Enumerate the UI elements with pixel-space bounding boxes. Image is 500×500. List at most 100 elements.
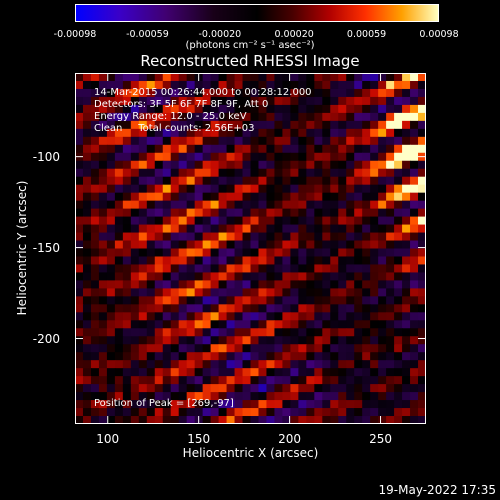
heatmap-cell [282,136,291,146]
heatmap-cell [98,416,108,424]
heatmap-cell [90,368,100,377]
heatmap-cell [314,216,323,226]
heatmap-cell [114,152,124,162]
heatmap-cell [114,104,124,114]
heatmap-cell [194,80,204,90]
heatmap-cell [394,216,403,226]
heatmap-cell [218,128,228,138]
heatmap-cell [210,184,220,194]
heatmap-cell [290,352,299,361]
heatmap-cell [378,216,387,226]
heatmap-cell [202,80,212,90]
heatmap-cell [346,224,355,234]
heatmap-cell [75,232,84,242]
heatmap-cell [354,280,363,289]
heatmap-cell [162,192,172,202]
heatmap-cell [386,416,395,424]
heatmap-cell [242,288,252,297]
heatmap-cell [402,200,411,210]
heatmap-cell [170,176,180,186]
heatmap-cell [362,216,371,226]
heatmap-cell [226,248,236,258]
heatmap-cell [386,408,395,417]
heatmap-cell [106,224,116,234]
heatmap-cell [266,184,276,194]
heatmap-cell [338,264,347,274]
heatmap-cell [258,272,268,282]
heatmap-cell [282,96,291,106]
heatmap-cell [370,192,379,202]
heatmap-cell [402,128,411,138]
heatmap-cell [418,272,426,282]
heatmap-cell [90,344,100,353]
heatmap-cell [346,160,355,170]
heatmap-cell [146,272,156,282]
heatmap-cell [354,368,363,377]
heatmap-cell [226,368,236,377]
heatmap-cell [362,400,371,409]
heatmap-cell [114,160,124,170]
heatmap-cell [138,168,148,178]
heatmap-cell [122,128,132,138]
heatmap-cell [282,272,291,282]
heatmap-cell [170,128,180,138]
heatmap-cell [170,416,180,424]
heatmap-cell [242,192,252,202]
heatmap-cell [130,176,140,186]
heatmap-cell [354,312,363,321]
heatmap-cell [322,392,331,401]
heatmap-cell [274,352,284,361]
heatmap-cell [418,96,426,106]
heatmap-cell [234,296,244,305]
heatmap-cell [178,376,188,385]
heatmap-cell [250,296,260,305]
heatmap-cell [218,376,228,385]
heatmap-cell [266,296,276,305]
heatmap-cell [386,264,395,274]
heatmap-cell [322,136,331,146]
heatmap-cell [234,104,244,114]
heatmap-cell [82,368,92,377]
heatmap-cell [418,208,426,218]
heatmap-cell [146,144,156,154]
heatmap-cell [346,328,355,337]
heatmap-cell [202,320,212,329]
heatmap-cell [250,336,260,345]
heatmap-cell [266,336,276,345]
heatmap-cell [226,264,236,274]
heatmap-cell [98,160,108,170]
heatmap-cell [186,136,196,146]
heatmap-cell [410,224,419,234]
heatmap-cell [290,136,299,146]
heatmap-cell [354,168,363,178]
heatmap-cell [234,376,244,385]
heatmap-cell [130,73,140,82]
heatmap-cell [210,200,220,210]
heatmap-cell [258,168,268,178]
heatmap-cell [146,136,156,146]
heatmap-cell [226,224,236,234]
heatmap-cell [394,368,403,377]
heatmap-cell [154,73,164,82]
heatmap-cell [210,408,220,417]
heatmap-cell [138,128,148,138]
heatmap-cell [202,144,212,154]
heatmap-cell [242,384,252,393]
heatmap-cell [122,104,132,114]
heatmap-cell [138,328,148,337]
heatmap-cell [266,288,276,297]
heatmap-cell [314,240,323,250]
heatmap-cell [258,384,268,393]
heatmap-cell [114,192,124,202]
heatmap-cell [154,128,164,138]
heatmap-cell [122,224,132,234]
heatmap-cell [234,280,244,289]
heatmap-cell [362,104,371,114]
heatmap-cell [394,184,403,194]
heatmap-cell [362,192,371,202]
heatmap-cell [122,400,132,409]
heatmap-cell [266,392,276,401]
heatmap-cell [202,168,212,178]
heatmap-cell [298,232,307,242]
heatmap-cell [410,296,419,305]
